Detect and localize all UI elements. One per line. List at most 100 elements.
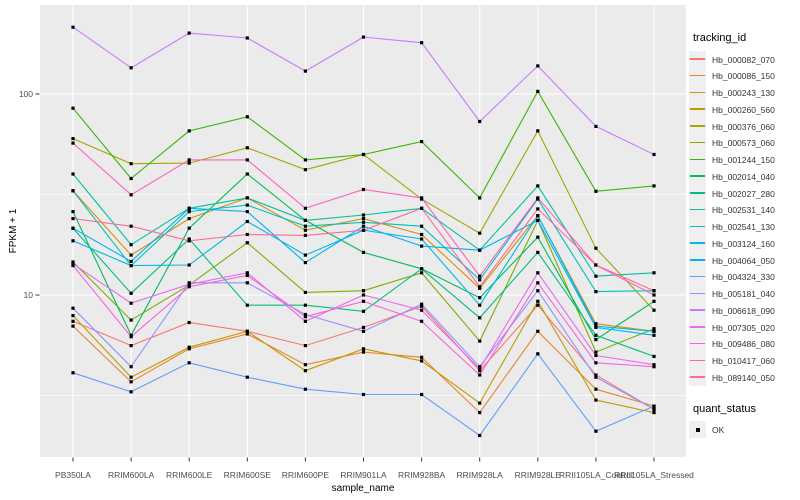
data-point-Hb_000082_070 bbox=[129, 344, 133, 348]
legend-key-swatch bbox=[689, 251, 706, 269]
legend-entry-label: Hb_002027_280 bbox=[712, 188, 775, 199]
data-point-Hb_000243_130 bbox=[361, 217, 366, 221]
data-point-Hb_002014_040 bbox=[536, 235, 540, 239]
line-swatch-icon bbox=[690, 175, 705, 177]
line-swatch-icon bbox=[690, 91, 705, 94]
legend-key-swatch bbox=[689, 67, 706, 85]
data-point-Hb_009486_080 bbox=[420, 319, 424, 323]
data-point-Hb_003124_160 bbox=[129, 264, 133, 268]
data-point-Hb_002531_140 bbox=[303, 218, 307, 222]
data-point-Hb_002531_140 bbox=[361, 213, 366, 217]
legend-entry-label: Hb_089140_050 bbox=[712, 372, 775, 383]
data-point-Hb_002014_040 bbox=[652, 299, 656, 303]
data-point-Hb_004064_050 bbox=[478, 248, 482, 252]
legend-entry-label: Hb_006618_090 bbox=[712, 305, 775, 316]
data-point-Hb_003124_160 bbox=[303, 253, 307, 257]
data-point-Hb_003124_160 bbox=[478, 303, 482, 307]
data-point-Hb_001244_150 bbox=[536, 89, 540, 93]
data-point-Hb_000243_130 bbox=[129, 253, 133, 257]
data-point-Hb_000260_560 bbox=[420, 359, 424, 363]
data-point-Hb_000260_560 bbox=[478, 401, 482, 405]
data-point-Hb_010417_060 bbox=[71, 141, 75, 145]
quant-ok-key bbox=[689, 421, 706, 438]
legend-entry-label: Hb_000260_560 bbox=[712, 104, 775, 115]
data-point-Hb_007305_020 bbox=[652, 363, 656, 367]
data-point-Hb_005181_040 bbox=[420, 302, 424, 306]
legend-entry-label: Hb_010417_060 bbox=[712, 356, 775, 366]
data-point-Hb_002531_140 bbox=[71, 172, 75, 176]
data-point-Hb_004324_330 bbox=[420, 392, 424, 397]
legend-key-swatch bbox=[689, 218, 706, 235]
data-point-Hb_002541_130 bbox=[594, 290, 598, 294]
data-point-Hb_000573_060 bbox=[420, 271, 424, 275]
line-swatch-icon bbox=[690, 259, 705, 261]
data-point-Hb_000086_150 bbox=[361, 350, 366, 354]
data-point-Hb_000260_560 bbox=[245, 329, 249, 333]
data-point-Hb_002027_280 bbox=[245, 303, 249, 307]
line-swatch-icon bbox=[690, 376, 705, 378]
data-point-Hb_000260_560 bbox=[594, 398, 598, 402]
data-point-Hb_010417_060 bbox=[478, 274, 482, 278]
legend-key-swatch bbox=[689, 151, 706, 168]
data-point-Hb_000260_560 bbox=[536, 299, 540, 303]
data-point-Hb_000243_130 bbox=[420, 232, 424, 237]
line-swatch-icon bbox=[690, 158, 705, 161]
data-point-Hb_002027_280 bbox=[420, 267, 424, 271]
data-point-Hb_001244_150 bbox=[361, 152, 366, 157]
data-point-Hb_000573_060 bbox=[361, 289, 366, 293]
data-point-Hb_089140_050 bbox=[420, 206, 424, 210]
data-point-Hb_004064_050 bbox=[420, 244, 424, 248]
legend-title-quant-status: quant_status bbox=[693, 403, 756, 415]
data-point-Hb_000086_150 bbox=[245, 332, 249, 336]
data-point-Hb_004324_330 bbox=[303, 387, 307, 391]
data-point-Hb_004324_330 bbox=[71, 371, 75, 375]
line-swatch-icon bbox=[690, 225, 705, 228]
data-point-Hb_005181_040 bbox=[245, 281, 249, 285]
legend-entry-label: Hb_000086_150 bbox=[712, 71, 775, 82]
data-point-Hb_009486_080 bbox=[303, 315, 307, 319]
data-point-Hb_007305_020 bbox=[478, 367, 482, 371]
data-point-Hb_002027_280 bbox=[652, 354, 656, 358]
data-point-Hb_089140_050 bbox=[536, 207, 540, 211]
data-point-Hb_001244_150 bbox=[652, 184, 656, 188]
data-point-Hb_007305_020 bbox=[71, 262, 75, 266]
data-point-Hb_001244_150 bbox=[303, 158, 307, 162]
data-point-Hb_010417_060 bbox=[652, 293, 656, 297]
legend-entry-label: Hb_002014_040 bbox=[712, 171, 775, 182]
data-point-Hb_000082_070 bbox=[303, 344, 307, 348]
legend-key-swatch bbox=[689, 335, 706, 353]
data-point-Hb_002014_040 bbox=[71, 210, 75, 214]
data-point-Hb_007305_020 bbox=[594, 353, 598, 358]
data-point-Hb_006618_090 bbox=[536, 64, 540, 68]
data-point-Hb_006618_090 bbox=[478, 119, 482, 124]
data-point-Hb_000082_070 bbox=[594, 373, 598, 377]
data-point-Hb_003124_160 bbox=[420, 237, 424, 241]
legend-title-tracking-id: tracking_id bbox=[693, 32, 747, 44]
data-point-Hb_006618_090 bbox=[187, 31, 191, 35]
data-point-Hb_010417_060 bbox=[187, 158, 191, 162]
data-point-Hb_004324_330 bbox=[245, 375, 249, 379]
data-point-Hb_004324_330 bbox=[478, 433, 482, 438]
data-point-Hb_002531_140 bbox=[594, 274, 598, 278]
data-point-Hb_002531_140 bbox=[652, 271, 656, 275]
legend-key-swatch bbox=[689, 167, 706, 185]
legend-entry-label: Hb_000082_070 bbox=[712, 54, 775, 65]
data-point-Hb_000086_150 bbox=[478, 411, 482, 415]
data-point-Hb_000086_150 bbox=[71, 324, 75, 328]
data-point-Hb_004064_050 bbox=[652, 333, 656, 337]
data-point-Hb_000243_130 bbox=[303, 228, 307, 232]
data-point-Hb_000573_060 bbox=[245, 241, 249, 245]
data-point-Hb_004064_050 bbox=[187, 206, 191, 210]
data-point-Hb_000573_060 bbox=[303, 290, 307, 294]
legend-entry-label: Hb_000243_130 bbox=[712, 88, 775, 98]
data-point-Hb_000260_560 bbox=[187, 345, 191, 349]
data-point-Hb_000573_060 bbox=[652, 327, 656, 331]
legend-entry-label: OK bbox=[712, 425, 725, 435]
data-point-Hb_010417_060 bbox=[536, 196, 540, 200]
line-swatch-icon bbox=[690, 342, 705, 345]
line-swatch-icon bbox=[690, 359, 705, 362]
data-point-Hb_000260_560 bbox=[652, 411, 656, 415]
line-swatch-icon bbox=[690, 141, 705, 144]
data-point-Hb_001244_150 bbox=[420, 140, 424, 144]
data-point-Hb_003124_160 bbox=[245, 219, 249, 224]
